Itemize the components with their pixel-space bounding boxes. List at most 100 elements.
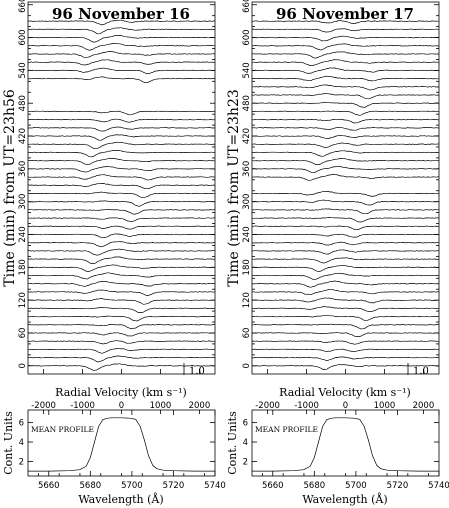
velocity-tick-label: 1000 (150, 401, 172, 411)
spectrum-line (27, 355, 216, 363)
scale-bar-right: 1.0 (407, 363, 429, 377)
mean-profile-line-left (28, 417, 215, 472)
spectrum-line (251, 67, 440, 74)
scale-bar-label-left: 1.0 (189, 366, 205, 377)
velocity-tick-label: 1000 (374, 401, 396, 411)
spectrum-line (27, 217, 216, 222)
spectrum-line (27, 76, 216, 84)
y-axis-label-right: Time (min) from UT=23h23 (226, 89, 242, 287)
spectrum-line (27, 191, 215, 199)
y-tick-label: 300 (18, 194, 28, 210)
spectrum-line (27, 233, 216, 238)
spectrum-line (251, 272, 439, 280)
spectrum-line (251, 190, 440, 197)
spectrum-line (27, 340, 215, 345)
spectrum-line (27, 42, 216, 51)
y-tick-label: 240 (18, 226, 28, 242)
y-tick-label: 660 (18, 0, 28, 13)
spectrum-line (251, 150, 440, 157)
spectrum-line (251, 249, 440, 255)
spectrum-line (251, 199, 440, 206)
spectrum-line (251, 288, 440, 295)
spectrum-line (251, 165, 440, 174)
scale-bar-label-right: 1.0 (413, 366, 429, 377)
spectrum-line (28, 347, 216, 354)
mean-profile-label-right: MEAN PROFILE (255, 425, 318, 434)
cont-units-label-left: Cont. Units (2, 411, 15, 475)
spectrum-line (27, 134, 216, 141)
velocity-tick-label: -2000 (255, 401, 280, 411)
y-tick-label: 6 (243, 419, 248, 429)
y-tick-label: 60 (18, 328, 28, 339)
spectrum-line (251, 28, 440, 33)
y-tick-label: 480 (18, 95, 28, 111)
spectrum-line (28, 324, 216, 329)
spectrum-line (27, 280, 215, 287)
spectrum-line (27, 51, 216, 58)
trailed-spectra-panel-nov17: 96 November 17 Time (min) from UT=23h23 … (226, 0, 440, 399)
y-tick-label: 0 (242, 363, 252, 368)
spectrum-line (27, 118, 216, 123)
spectrum-line (252, 35, 440, 42)
x-tick-label: 5700 (345, 481, 367, 491)
spectrum-line (251, 241, 440, 246)
y-tick-label: 600 (242, 29, 252, 45)
spectrum-line (251, 306, 439, 313)
spectrum-line (27, 264, 216, 272)
mean-profile-label-left: MEAN PROFILE (31, 425, 94, 434)
spectrum-line (251, 233, 440, 238)
velocity-tick-label: 0 (119, 401, 124, 411)
spectrum-line (27, 289, 216, 296)
spectrum-line (251, 264, 440, 272)
spectrum-line (28, 35, 216, 43)
spectrum-line (251, 110, 439, 116)
x-tick-label: 5660 (262, 481, 284, 491)
spectrum-line (251, 297, 440, 304)
mean-frame-left (27, 409, 216, 477)
spectrum-line (28, 110, 216, 116)
spectrum-line (252, 134, 440, 139)
spectrum-line (251, 323, 440, 330)
y-tick-label: 60 (242, 328, 252, 339)
spectrum-line (251, 142, 439, 149)
spectrum-line (251, 43, 440, 51)
spectrum-line (27, 256, 216, 264)
mean-frame-right (251, 409, 440, 477)
y-tick-label: 180 (242, 259, 252, 275)
radial-velocity-label-right: Radial Velocity (km s⁻¹) (279, 386, 411, 399)
spectrum-line (251, 51, 440, 59)
spectrum-line (27, 241, 216, 248)
x-tick-label: 5660 (38, 481, 60, 491)
spectrum-line (251, 208, 440, 215)
spectrum-line (28, 157, 216, 165)
trailed-frame-right (251, 1, 440, 375)
y-tick-label: 600 (18, 29, 28, 45)
y-tick-label: 2 (19, 457, 24, 467)
y-tick-label: 6 (19, 419, 24, 429)
spectrum-line (27, 248, 215, 256)
spectrum-line (251, 348, 440, 352)
spectrum-line (27, 315, 216, 322)
radial-velocity-label-left: Radial Velocity (km s⁻¹) (55, 386, 187, 399)
spectrum-line (251, 101, 440, 108)
y-tick-label: 4 (243, 438, 248, 448)
spectrum-line (27, 166, 216, 173)
spectrum-line (251, 217, 440, 223)
x-tick-label: 5700 (121, 481, 143, 491)
spectrum-line (27, 174, 216, 181)
y-tick-label: 540 (242, 62, 252, 78)
velocity-tick-label: 2000 (189, 401, 211, 411)
y-tick-label: 360 (242, 161, 252, 177)
y-tick-label: 180 (18, 259, 28, 275)
y-tick-label: 420 (18, 128, 28, 144)
y-tick-label: 120 (242, 292, 252, 308)
spectrum-line (252, 332, 440, 337)
spectrum-line (27, 272, 216, 280)
x-tick-label: 5740 (204, 481, 226, 491)
spectrum-line (27, 67, 216, 74)
panel-title-left: 96 November 16 (52, 5, 190, 23)
spectrum-line (251, 257, 440, 264)
velocity-tick-label: 2000 (413, 401, 435, 411)
cont-units-label-right: Cont. Units (226, 411, 239, 475)
